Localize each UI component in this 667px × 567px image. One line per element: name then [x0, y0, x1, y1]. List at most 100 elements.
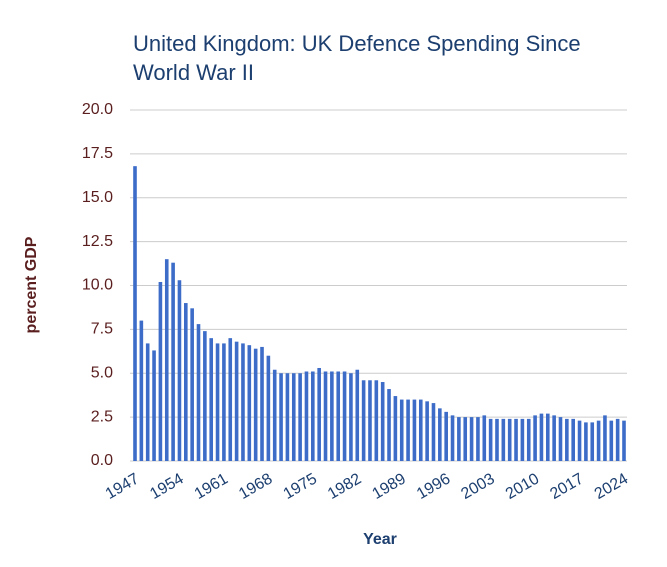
y-tick-label: 7.5 — [91, 321, 113, 338]
bar — [552, 415, 556, 461]
bar — [526, 418, 531, 461]
bar — [291, 373, 296, 461]
bar — [482, 415, 487, 461]
bar — [520, 418, 525, 461]
bar — [571, 418, 575, 461]
x-tick-label: 1975 — [281, 470, 320, 503]
bar — [234, 341, 239, 461]
x-tick-label: 2024 — [592, 470, 631, 503]
x-tick-label: 1961 — [192, 470, 231, 503]
bar — [260, 346, 264, 461]
bar — [457, 417, 461, 461]
bar — [336, 371, 341, 461]
bar — [342, 371, 347, 461]
bar — [539, 413, 544, 461]
bar — [514, 418, 518, 461]
x-tick-label: 1947 — [103, 470, 142, 503]
bar — [164, 259, 169, 461]
bar — [311, 371, 315, 461]
bar — [241, 343, 245, 461]
bar — [190, 308, 194, 461]
bar — [438, 408, 442, 461]
y-axis-label: percent GDP — [23, 236, 40, 333]
y-tick-label: 10.0 — [82, 277, 113, 294]
bar — [584, 422, 588, 461]
x-tick-label: 2010 — [503, 470, 542, 503]
bar — [145, 343, 150, 461]
y-tick-label: 12.5 — [82, 233, 113, 250]
y-tick-label: 15.0 — [82, 189, 113, 206]
bar — [272, 369, 277, 461]
bar — [418, 399, 423, 461]
bar — [463, 417, 468, 461]
bar — [558, 417, 563, 461]
bar — [380, 382, 385, 461]
y-tick-label: 20.0 — [82, 101, 113, 118]
x-tick-label: 1968 — [236, 470, 275, 503]
bar — [330, 371, 334, 461]
bar — [431, 403, 436, 461]
bar — [609, 420, 614, 461]
bar — [298, 373, 302, 461]
bar — [469, 417, 474, 461]
bar — [387, 389, 391, 461]
bar — [196, 324, 201, 461]
bar — [133, 166, 137, 461]
y-tick-label: 2.5 — [91, 408, 113, 425]
bar — [253, 348, 258, 461]
bar — [209, 338, 214, 461]
bar — [171, 262, 175, 461]
bar — [565, 418, 569, 461]
bar — [450, 415, 455, 461]
x-tick-label: 1954 — [147, 470, 186, 503]
bar — [590, 422, 595, 461]
x-tick-label: 2017 — [547, 470, 586, 503]
x-axis-label: Year — [363, 531, 397, 548]
bar — [361, 380, 366, 461]
bar — [444, 411, 448, 461]
bar — [507, 418, 512, 461]
x-tick-label: 1996 — [414, 470, 453, 503]
bar — [399, 399, 404, 461]
bar — [222, 343, 226, 461]
bar — [152, 350, 156, 461]
bar — [622, 420, 626, 461]
bar — [317, 367, 321, 461]
bar — [393, 396, 398, 461]
bar — [177, 280, 182, 461]
bar — [349, 373, 353, 461]
bar — [285, 373, 290, 461]
bar — [279, 373, 283, 461]
bar — [368, 380, 372, 461]
bar — [501, 418, 506, 461]
bar — [577, 420, 582, 461]
x-tick-label: 1989 — [370, 470, 409, 503]
bar — [406, 399, 410, 461]
bar — [215, 343, 220, 461]
bar — [139, 320, 144, 461]
bar — [603, 415, 607, 461]
bar — [247, 345, 252, 461]
x-tick-label: 1982 — [325, 470, 364, 503]
bar — [615, 418, 620, 461]
bar — [476, 417, 480, 461]
x-tick-label: 2003 — [458, 470, 497, 503]
y-tick-label: 0.0 — [91, 452, 113, 469]
bar — [184, 303, 188, 461]
bar — [203, 331, 207, 461]
bar — [355, 369, 360, 461]
bar — [488, 418, 493, 461]
bar — [412, 399, 417, 461]
bar — [304, 371, 309, 461]
bar — [533, 415, 537, 461]
bar — [266, 355, 271, 461]
bar — [158, 281, 163, 461]
y-tick-label: 5.0 — [91, 364, 113, 381]
bar — [425, 401, 429, 461]
y-tick-label: 17.5 — [82, 145, 113, 162]
bar — [374, 380, 379, 461]
bar — [323, 371, 328, 461]
bar — [545, 413, 550, 461]
bar — [495, 418, 499, 461]
